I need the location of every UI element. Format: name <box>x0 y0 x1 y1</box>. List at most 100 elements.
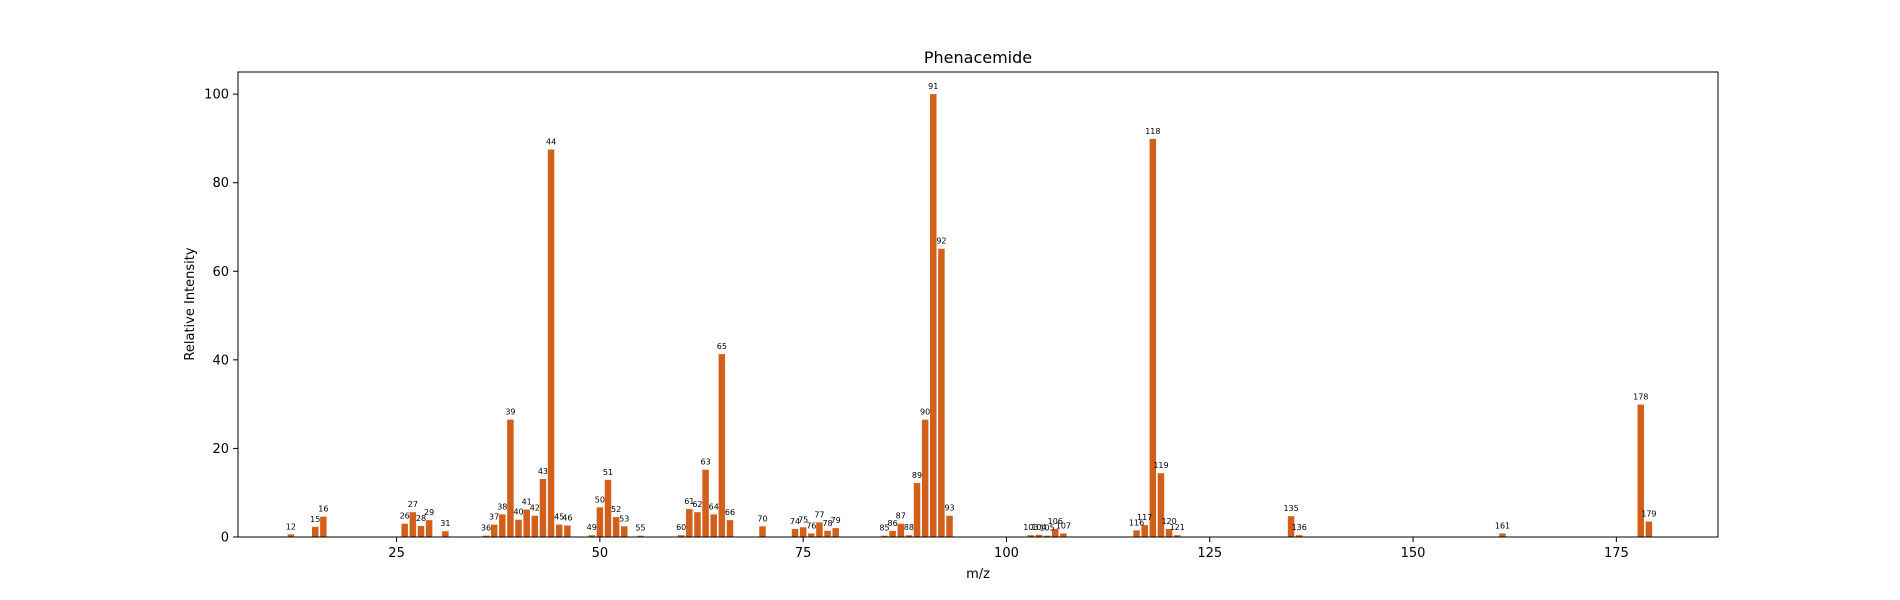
y-tick-label-100: 100 <box>204 88 229 103</box>
bar-mz-44 <box>547 149 555 537</box>
bar-label-mz-89: 89 <box>912 471 922 480</box>
bar-mz-12 <box>287 534 295 537</box>
bar-mz-106 <box>1052 529 1059 537</box>
bar-label-mz-92: 92 <box>936 237 946 246</box>
bar-label-mz-178: 178 <box>1633 393 1648 402</box>
bar-label-mz-104: 104 <box>1031 523 1046 532</box>
bar-mz-107 <box>1060 533 1067 537</box>
bar-label-mz-93: 93 <box>944 504 954 513</box>
bar-label-mz-62: 62 <box>692 500 702 509</box>
bar-label-mz-61: 61 <box>684 497 694 506</box>
bar-label-mz-16: 16 <box>318 505 328 514</box>
bar-label-mz-37: 37 <box>489 513 499 522</box>
bar-mz-116 <box>1133 530 1140 537</box>
bar-mz-60 <box>677 535 685 537</box>
bar-mz-62 <box>694 512 701 537</box>
bar-mz-161 <box>1499 533 1506 537</box>
bar-mz-43 <box>539 478 547 537</box>
bar-label-mz-117: 117 <box>1137 513 1152 522</box>
bar-mz-70 <box>759 526 766 537</box>
bar-mz-26 <box>401 523 408 537</box>
bar-series <box>287 94 1653 537</box>
x-tick-label-25: 25 <box>388 546 405 561</box>
bar-label-mz-135: 135 <box>1283 504 1298 513</box>
x-axis-label: m/z <box>966 567 990 582</box>
bar-label-mz-44: 44 <box>546 138 556 147</box>
bar-mz-36 <box>482 535 490 537</box>
bar-mz-105 <box>1043 535 1051 537</box>
bar-label-mz-107: 107 <box>1056 521 1071 530</box>
bar-mz-136 <box>1295 535 1303 537</box>
bar-label-mz-64: 64 <box>709 502 719 511</box>
bar-mz-61 <box>686 509 693 537</box>
bar-label-mz-105: 105 <box>1039 524 1054 533</box>
bar-mz-118 <box>1149 138 1157 537</box>
bar-label-mz-78: 78 <box>822 519 832 528</box>
bar-label-mz-161: 161 <box>1495 521 1510 530</box>
y-axis-label: Relative Intensity <box>183 247 198 360</box>
bar-mz-15 <box>312 526 319 537</box>
y-tick-label-60: 60 <box>212 265 229 280</box>
bar-mz-85 <box>881 535 888 537</box>
bar-mz-120 <box>1165 529 1173 537</box>
bar-label-mz-106: 106 <box>1048 517 1063 526</box>
bar-label-mz-51: 51 <box>603 468 613 477</box>
bar-label-mz-36: 36 <box>481 524 491 533</box>
bar-label-mz-50: 50 <box>595 495 605 504</box>
bar-label-mz-85: 85 <box>879 524 889 533</box>
bar-label-mz-55: 55 <box>635 524 645 533</box>
bar-mz-51 <box>604 479 612 537</box>
bar-mz-104 <box>1035 534 1043 537</box>
bar-mz-45 <box>555 524 563 537</box>
bar-mz-65 <box>718 354 726 537</box>
bar-mz-79 <box>832 528 839 537</box>
bar-mz-88 <box>905 535 913 537</box>
bar-label-mz-38: 38 <box>497 502 507 511</box>
bar-label-mz-12: 12 <box>286 522 296 531</box>
bar-mz-178 <box>1637 404 1644 537</box>
plot-frame <box>237 71 1719 538</box>
bar-mz-86 <box>889 530 896 537</box>
x-axis: 25 50 75 100 125 150 175 <box>388 537 1629 561</box>
x-tick-label-150: 150 <box>1401 546 1426 561</box>
bar-label-mz-76: 76 <box>806 521 816 530</box>
x-tick-label-50: 50 <box>592 546 609 561</box>
x-tick-label-100: 100 <box>994 546 1019 561</box>
bar-mz-46 <box>564 525 571 537</box>
bar-label-mz-70: 70 <box>757 514 767 523</box>
bar-mz-64 <box>710 514 717 537</box>
bar-mz-41 <box>523 509 530 537</box>
bar-mz-87 <box>897 523 904 537</box>
bar-mz-31 <box>442 531 449 537</box>
x-tick-label-175: 175 <box>1604 546 1629 561</box>
bar-mz-52 <box>612 517 620 537</box>
bar-label-mz-90: 90 <box>920 408 930 417</box>
bar-mz-75 <box>799 527 807 537</box>
bar-mz-74 <box>791 529 799 537</box>
bar-mz-28 <box>417 525 425 537</box>
y-tick-label-0: 0 <box>221 531 229 546</box>
bar-mz-78 <box>824 530 831 537</box>
bar-mz-135 <box>1287 516 1295 537</box>
bar-label-mz-15: 15 <box>310 515 320 524</box>
bar-label-mz-118: 118 <box>1145 127 1160 136</box>
bar-label-mz-75: 75 <box>798 515 808 524</box>
bar-label-mz-28: 28 <box>416 514 426 523</box>
bar-mz-92 <box>938 248 945 537</box>
bar-label-mz-46: 46 <box>562 513 572 522</box>
bar-mz-16 <box>320 516 327 537</box>
y-tick-label-40: 40 <box>212 353 229 368</box>
bar-label-mz-29: 29 <box>424 508 434 517</box>
bar-mz-40 <box>515 519 522 537</box>
bar-label-mz-31: 31 <box>440 519 450 528</box>
bar-label-mz-120: 120 <box>1161 517 1176 526</box>
bar-label-mz-60: 60 <box>676 523 686 532</box>
bar-label-mz-52: 52 <box>611 505 621 514</box>
bar-mz-63 <box>702 469 709 537</box>
bar-mz-103 <box>1027 535 1035 537</box>
bar-label-mz-77: 77 <box>814 510 824 519</box>
bar-label-mz-40: 40 <box>513 508 523 517</box>
bar-label-mz-136: 136 <box>1292 523 1307 532</box>
bar-label-mz-41: 41 <box>522 498 532 507</box>
